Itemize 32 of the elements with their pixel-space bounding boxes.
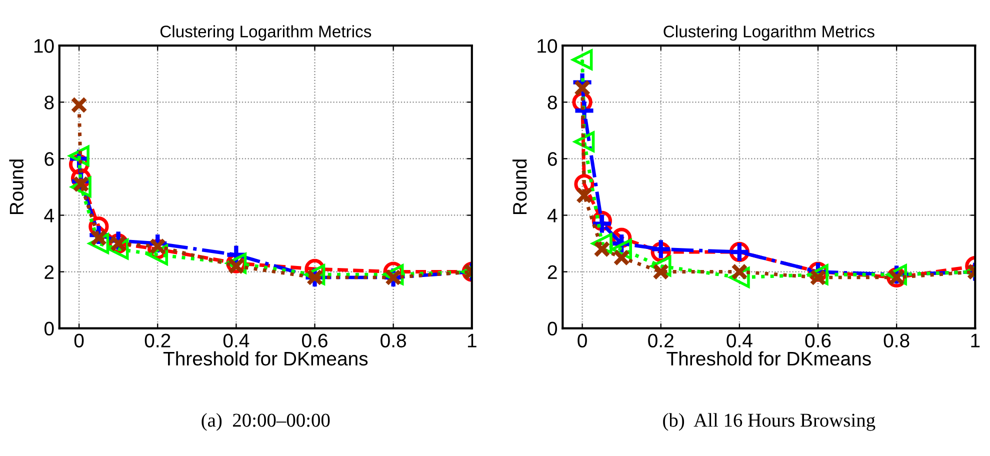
x-tick-label: 0.2 <box>144 334 170 348</box>
y-tick-label: 6 <box>44 152 54 166</box>
x-tick-label: 0.2 <box>648 334 674 348</box>
x-tick-label: 1 <box>971 334 980 348</box>
y-tick-label: 2 <box>548 265 557 279</box>
y-tick-label: 0 <box>548 322 558 336</box>
text: (b) All 16 Hours Browsing <box>663 413 876 431</box>
x-tick-label: 0.4 <box>726 334 752 348</box>
x-tick-label: 0 <box>578 334 587 348</box>
x-tick-label: 0.8 <box>380 334 406 348</box>
y-tick-label: 0 <box>44 322 54 336</box>
y-tick-label: 6 <box>548 152 557 166</box>
x-tick-label: 0.8 <box>884 334 910 348</box>
x-axis-title: Threshold for DKmeans <box>666 351 871 366</box>
y-tick-label: 10 <box>34 39 54 53</box>
y-tick-label: 4 <box>547 208 558 222</box>
chart-title: Clustering Logarithm Metrics <box>160 25 372 41</box>
y-tick-label: 10 <box>538 39 558 53</box>
y-tick-label: 8 <box>44 96 54 110</box>
y-axis-title: Round <box>512 160 527 214</box>
y-tick-label: 4 <box>44 208 54 222</box>
y-axis-title: Round <box>9 160 24 214</box>
x-tick-label: 0 <box>74 334 84 348</box>
y-tick-label: 8 <box>548 96 557 110</box>
y-tick-label: 2 <box>44 265 54 279</box>
x-tick-label: 0.6 <box>805 334 831 348</box>
x-axis-title: Threshold for DKmeans <box>163 351 368 366</box>
x-tick-label: 1 <box>468 334 476 348</box>
chart-title: Clustering Logarithm Metrics <box>664 25 874 41</box>
x-tick-label: 0.4 <box>223 334 250 348</box>
text: (a) 20:00–00:00 <box>202 413 330 431</box>
x-tick-label: 0.6 <box>302 334 328 348</box>
